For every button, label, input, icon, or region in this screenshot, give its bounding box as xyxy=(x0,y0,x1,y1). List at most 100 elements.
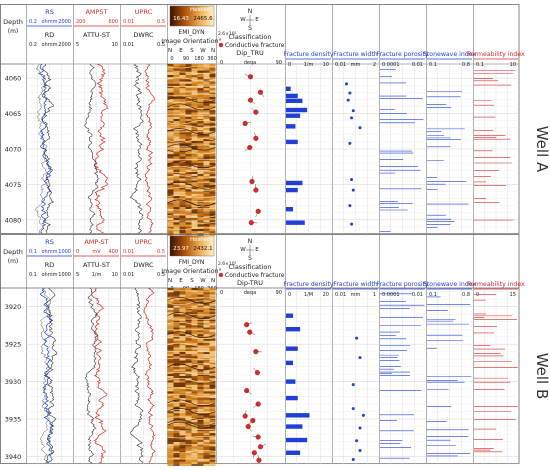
image-pixel xyxy=(186,339,192,341)
image-pixel xyxy=(192,134,198,136)
image-pixel xyxy=(210,328,216,330)
image-pixel xyxy=(168,207,174,209)
track-header-text: 0.5 xyxy=(157,19,165,25)
image-pixel xyxy=(204,203,210,205)
image-pixel xyxy=(198,117,204,119)
image-pixel xyxy=(186,389,192,391)
depth-tick-label: 4065 xyxy=(5,110,22,118)
image-pixel xyxy=(198,121,204,123)
image-pixel xyxy=(204,90,210,92)
image-pixel xyxy=(174,440,180,442)
image-pixel xyxy=(180,440,186,442)
image-pixel xyxy=(180,163,186,165)
image-pixel xyxy=(168,431,174,433)
image-pixel xyxy=(198,356,204,358)
track-header-text: RD xyxy=(45,31,55,39)
image-pixel xyxy=(204,121,210,123)
track-header-text: ohmm xyxy=(42,272,58,278)
image-pixel xyxy=(186,440,192,442)
image-pixel xyxy=(180,139,186,141)
image-pixel xyxy=(198,460,204,462)
rs-curve xyxy=(39,64,50,233)
track-header-text: W xyxy=(240,247,246,253)
image-pixel xyxy=(192,137,198,139)
image-pixel xyxy=(198,310,204,312)
track-header-text: 1000 xyxy=(58,249,71,255)
image-pixel xyxy=(174,216,180,218)
image-pixel xyxy=(204,460,210,462)
track-header-text: 2.6×10² xyxy=(218,31,237,37)
dip-tadpole xyxy=(244,322,249,327)
dip-tadpole xyxy=(250,418,255,423)
image-pixel xyxy=(198,229,204,231)
image-pixel xyxy=(204,71,210,73)
image-pixel xyxy=(210,391,216,393)
image-pixel xyxy=(180,73,186,75)
image-pixel xyxy=(180,431,186,433)
image-pixel xyxy=(174,446,180,448)
image-pixel xyxy=(174,88,180,90)
track-header-text: 2432.1 xyxy=(193,246,212,252)
image-pixel xyxy=(198,192,204,194)
image-pixel xyxy=(168,455,174,457)
image-pixel xyxy=(180,79,186,81)
dip-tadpole xyxy=(247,330,252,335)
track-header-text: 2000 xyxy=(58,42,71,48)
image-pixel xyxy=(210,361,216,363)
image-pixel xyxy=(204,68,210,70)
image-pixel xyxy=(180,435,186,437)
track-header-text: 400 xyxy=(108,249,118,255)
image-pixel xyxy=(180,385,186,387)
image-pixel xyxy=(204,321,210,323)
track-header-text: E xyxy=(179,48,183,54)
image-pixel xyxy=(186,462,192,464)
image-pixel xyxy=(204,453,210,455)
image-pixel xyxy=(174,341,180,343)
image-pixel xyxy=(168,453,174,455)
image-pixel xyxy=(180,152,186,154)
image-pixel xyxy=(186,306,192,308)
image-pixel xyxy=(186,292,192,294)
image-pixel xyxy=(180,159,186,161)
image-pixel xyxy=(198,334,204,336)
image-pixel xyxy=(198,185,204,187)
image-pixel xyxy=(186,154,192,156)
image-pixel xyxy=(180,328,186,330)
image-pixel xyxy=(174,163,180,165)
image-pixel xyxy=(192,440,198,442)
image-pixel xyxy=(192,128,198,130)
image-pixel xyxy=(210,354,216,356)
image-pixel xyxy=(198,95,204,97)
image-pixel xyxy=(192,84,198,86)
image-pixel xyxy=(198,203,204,205)
track-header-text: 2465.6 xyxy=(193,16,213,22)
depth-tick-label: 4070 xyxy=(5,146,22,154)
track-header-text: ohmm xyxy=(42,42,58,48)
image-pixel xyxy=(192,462,198,464)
image-pixel xyxy=(174,391,180,393)
image-pixel xyxy=(198,387,204,389)
track-header-text: 5 xyxy=(76,272,79,278)
image-pixel xyxy=(192,295,198,297)
image-pixel xyxy=(192,455,198,457)
image-pixel xyxy=(186,211,192,213)
image-pixel xyxy=(168,352,174,354)
track-header-text: 0.8 xyxy=(462,292,470,298)
well-label: Well A xyxy=(533,126,550,173)
track-header-text: W xyxy=(200,278,206,284)
image-pixel xyxy=(210,64,216,66)
image-pixel xyxy=(204,161,210,163)
fracture-width-point xyxy=(352,383,355,386)
image-pixel xyxy=(180,205,186,207)
image-pixel xyxy=(168,398,174,400)
image-pixel xyxy=(210,462,216,464)
image-pixel xyxy=(210,295,216,297)
image-pixel xyxy=(180,433,186,435)
track-header-text: N xyxy=(211,48,215,54)
image-pixel xyxy=(180,156,186,158)
image-pixel xyxy=(204,343,210,345)
image-pixel xyxy=(186,431,192,433)
fracture-density-bar xyxy=(286,124,295,128)
image-pixel xyxy=(204,214,210,216)
